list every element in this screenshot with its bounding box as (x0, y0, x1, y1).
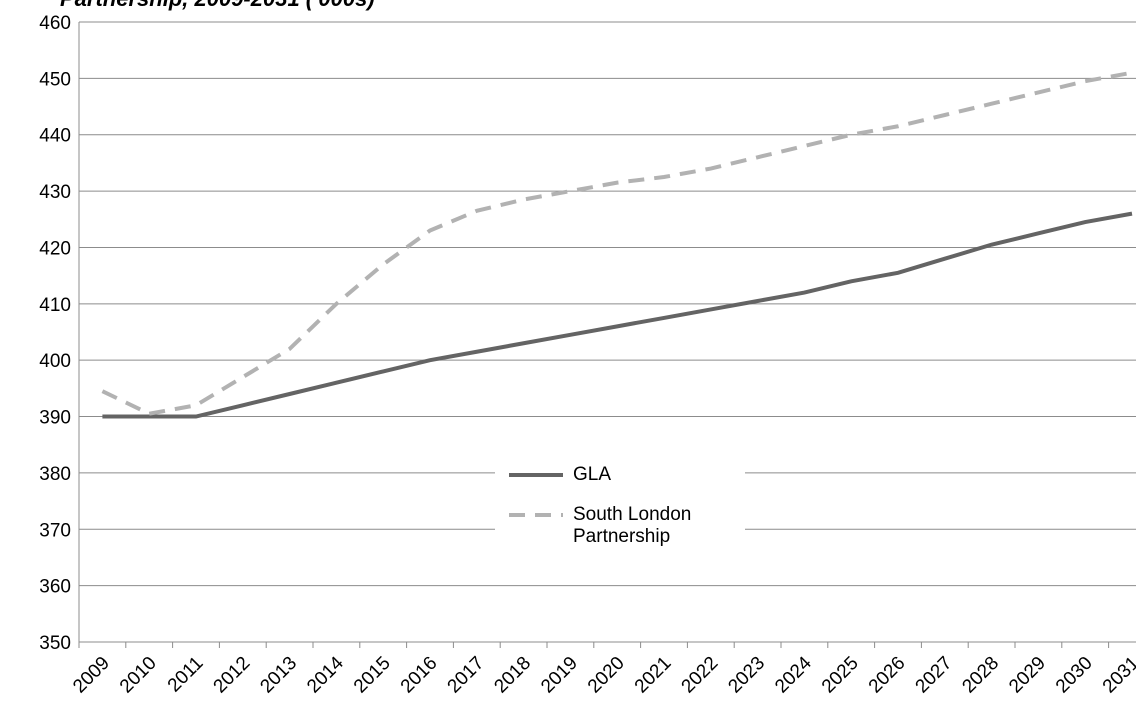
x-tick-label: 2026 (865, 653, 910, 698)
legend: GLA South London Partnership (495, 452, 745, 570)
y-tick-label: 430 (39, 182, 71, 203)
y-tick-label: 440 (39, 126, 71, 147)
x-tick-label: 2018 (490, 653, 535, 698)
y-tick-label: 420 (39, 238, 71, 259)
x-tick-label: 2015 (350, 653, 395, 698)
legend-item: South London Partnership (495, 504, 745, 548)
y-tick-label: 360 (39, 577, 71, 598)
x-tick-label: 2028 (958, 653, 1003, 698)
y-tick-label: 380 (39, 464, 71, 485)
x-tick-label: 2027 (912, 653, 957, 698)
x-tick-label: 2024 (771, 652, 816, 697)
y-tick-label: 350 (39, 633, 71, 654)
x-tick-label: 2021 (631, 653, 676, 698)
y-tick-label: 370 (39, 520, 71, 541)
y-tick-label: 400 (39, 351, 71, 372)
x-tick-label: 2025 (818, 653, 863, 698)
x-tick-label: 2014 (303, 652, 348, 697)
y-tick-label: 410 (39, 295, 71, 316)
x-tick-label: 2020 (584, 653, 629, 698)
legend-swatch (509, 513, 563, 517)
chart-title: Partnership, 2009-2031 ('000s) (60, 0, 375, 11)
x-tick-label: 2023 (724, 653, 769, 698)
y-tick-label: 460 (39, 13, 71, 34)
legend-swatch (509, 473, 563, 477)
y-tick-label: 390 (39, 408, 71, 429)
x-tick-label: 2010 (116, 653, 161, 698)
x-tick-label: 2013 (256, 653, 301, 698)
legend-label: GLA (573, 464, 612, 485)
legend-item: GLA (495, 464, 745, 486)
x-tick-label: 2022 (678, 653, 723, 698)
y-tick-label: 450 (39, 69, 71, 90)
x-tick-label: 2031 (1099, 653, 1136, 698)
x-tick-label: 2011 (164, 653, 208, 697)
series-line (102, 211, 1133, 419)
x-tick-label: 2017 (444, 653, 489, 698)
x-tick-label: 2009 (69, 653, 114, 698)
x-tick-label: 2019 (537, 653, 582, 698)
x-tick-label: 2012 (210, 653, 255, 698)
x-tick-label: 2016 (397, 653, 442, 698)
series-line (101, 70, 1133, 416)
x-tick-label: 2030 (1052, 653, 1097, 698)
x-tick-label: 2029 (1005, 653, 1050, 698)
legend-label: South London Partnership (573, 504, 692, 547)
